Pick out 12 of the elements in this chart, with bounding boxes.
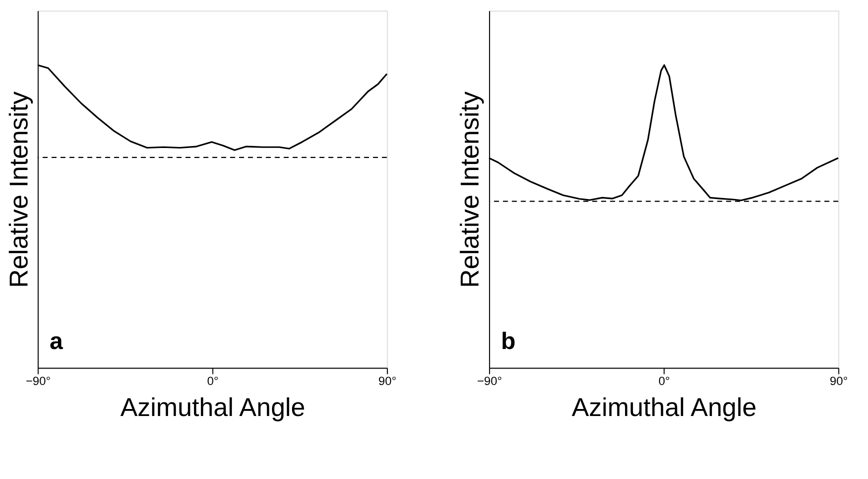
- x-tick-label: 0°: [658, 374, 670, 388]
- y-axis-title: Relative Intensity: [456, 91, 485, 288]
- x-tick-label: −90°: [477, 374, 502, 388]
- x-axis-title: Azimuthal Angle: [572, 394, 757, 422]
- x-tick-label: −90°: [26, 374, 51, 388]
- annotation: b: [500, 328, 516, 355]
- annotation: a: [50, 328, 64, 355]
- x-tick-label: 90°: [830, 374, 848, 388]
- x-tick-label: 90°: [378, 374, 397, 388]
- x-tick-label: 0°: [207, 374, 219, 388]
- x-axis-title: Azimuthal Angle: [120, 394, 306, 422]
- y-axis-title: Relative Intensity: [5, 91, 34, 288]
